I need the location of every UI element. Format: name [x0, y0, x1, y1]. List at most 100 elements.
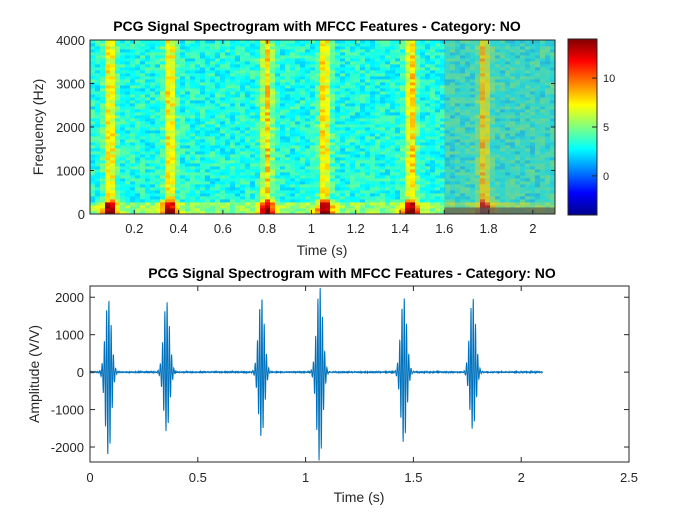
spectrogram-cell [225, 166, 230, 169]
spectrogram-cell [260, 178, 265, 181]
spectrogram-cell [290, 151, 295, 154]
spectrogram-cell [265, 145, 270, 148]
spectrogram-cell [220, 184, 225, 187]
spectrogram-cell [275, 187, 280, 190]
spectrogram-cell [260, 91, 265, 94]
spectrogram-cell [260, 70, 265, 73]
spectrogram-cell [385, 202, 390, 205]
spectrogram-cell [400, 160, 405, 163]
spectrogram-cell [280, 79, 285, 82]
spectrogram-cell [265, 76, 270, 79]
spectrogram-cell [200, 202, 205, 205]
spectrogram-cell [200, 97, 205, 100]
spectrogram-cell [160, 70, 165, 73]
spectrogram-cell [385, 49, 390, 52]
spectrogram-cell [90, 199, 95, 202]
spectrogram-cell [125, 169, 130, 172]
spectrogram-cell [380, 205, 385, 208]
spectrogram-cell [410, 67, 415, 70]
spectrogram-cell [380, 52, 385, 55]
spectrogram-cell [290, 94, 295, 97]
spectrogram-cell [315, 160, 320, 163]
spectrogram-cell [245, 79, 250, 82]
spectrogram-cell [225, 160, 230, 163]
spectrogram-cell [335, 61, 340, 64]
spectrogram-cell [125, 196, 130, 199]
spectrogram-cell [90, 163, 95, 166]
spectrogram-cell [355, 202, 360, 205]
spectrogram-cell [425, 181, 430, 184]
spectrogram-cell [300, 118, 305, 121]
spectrogram-cell [185, 94, 190, 97]
spectrogram-cell [335, 55, 340, 58]
spectrogram-cell [215, 187, 220, 190]
spectrogram-cell [260, 145, 265, 148]
spectrogram-cell [145, 136, 150, 139]
spectrogram-cell [160, 208, 165, 211]
spectrogram-cell [425, 76, 430, 79]
spectrogram-cell [380, 61, 385, 64]
spectrogram-cell [315, 121, 320, 124]
spectrogram-cell [405, 103, 410, 106]
spectrogram-cell [120, 58, 125, 61]
spectrogram-cell [395, 58, 400, 61]
spectrogram-cell [280, 109, 285, 112]
spectrogram-cell [150, 76, 155, 79]
spectrogram-cell [220, 97, 225, 100]
spectrogram-cell [95, 97, 100, 100]
spectrogram-cell [345, 163, 350, 166]
spectrogram-cell [275, 148, 280, 151]
spectrogram-cell [395, 103, 400, 106]
spectrogram-cell [405, 151, 410, 154]
spectrogram-cell [125, 55, 130, 58]
spectrogram-cell [235, 127, 240, 130]
spectrogram-cell [170, 196, 175, 199]
spectrogram-cell [415, 109, 420, 112]
spectrogram-cell [290, 49, 295, 52]
spectrogram-cell [150, 151, 155, 154]
spectrogram-cell [390, 94, 395, 97]
spectrogram-cell [205, 46, 210, 49]
spectrogram-cell [365, 208, 370, 211]
spectrogram-cell [390, 121, 395, 124]
spectrogram-cell [265, 67, 270, 70]
spectrogram-cell [355, 73, 360, 76]
spectrogram-cell [285, 118, 290, 121]
spectrogram-cell [150, 157, 155, 160]
spectrogram-cell [110, 139, 115, 142]
spectrogram-cell [335, 70, 340, 73]
spectrogram-cell [160, 181, 165, 184]
spectrogram-cell [355, 115, 360, 118]
spectrogram-cell [200, 187, 205, 190]
spectrogram-cell [325, 133, 330, 136]
spectrogram-cell [385, 163, 390, 166]
spectrogram-cell [235, 73, 240, 76]
spectrogram-cell [110, 184, 115, 187]
spectrogram-cell [120, 199, 125, 202]
spectrogram-cell [95, 100, 100, 103]
spectrogram-cell [315, 181, 320, 184]
spectrogram-cell [210, 88, 215, 91]
spectrogram-cell [380, 151, 385, 154]
spectrogram-cell [365, 109, 370, 112]
spectrogram-cell [200, 130, 205, 133]
spectrogram-cell [100, 163, 105, 166]
spectrogram-cell [205, 190, 210, 193]
spectrogram-cell [300, 124, 305, 127]
spectrogram-cell [240, 121, 245, 124]
spectrogram-cell [365, 163, 370, 166]
spectrogram-cell [345, 169, 350, 172]
spectrogram-cell [225, 61, 230, 64]
spectrogram-cell [205, 43, 210, 46]
spectrogram-cell [345, 199, 350, 202]
spectrogram-cell [415, 127, 420, 130]
spectrogram-cell [295, 172, 300, 175]
spectrogram-cell [275, 178, 280, 181]
spectrogram-cell [295, 166, 300, 169]
spectrogram-cell [350, 127, 355, 130]
spectrogram-cell [375, 205, 380, 208]
spectrogram-cell [420, 52, 425, 55]
spectrogram-cell [345, 127, 350, 130]
spectrogram-cell [230, 94, 235, 97]
spectrogram-cell [165, 109, 170, 112]
